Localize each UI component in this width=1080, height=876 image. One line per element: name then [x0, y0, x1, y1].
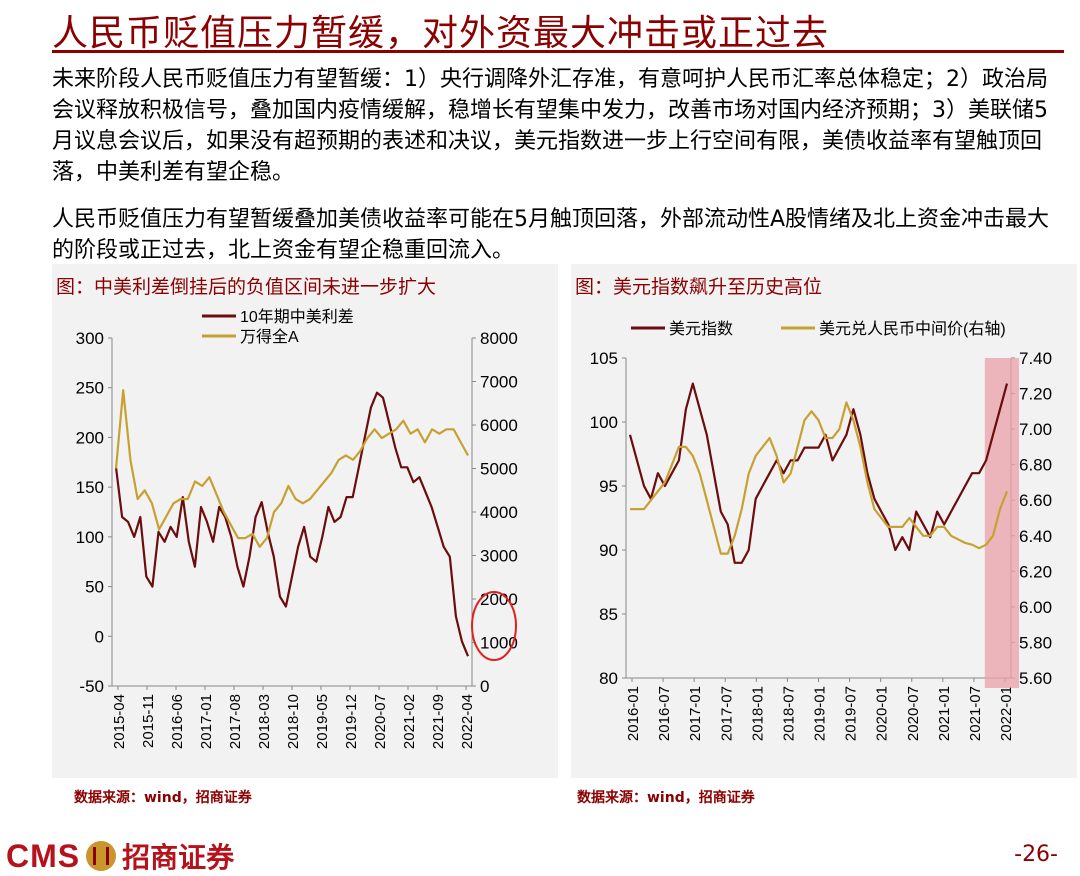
chart0-series-line-0 — [114, 391, 470, 657]
chart0-left-tick-label: -50 — [79, 677, 104, 696]
chart1-left-tick-label: 80 — [599, 669, 618, 688]
chart1-left-tick-label: 95 — [599, 477, 618, 496]
chart1-x-tick-label: 2022-01 — [998, 686, 1015, 741]
logo-chinese-name: 招商证券 — [122, 841, 235, 874]
chart1-x-tick-label: 2018-01 — [749, 686, 766, 741]
chart1-legend-label-1: 美元兑人民币中间价(右轴) — [819, 320, 1006, 338]
chart0-legend-label-0: 10年期中美利差 — [240, 308, 354, 326]
chart0-x-tick-label: 2020-07 — [372, 694, 389, 749]
chart1-x-tick-label: 2021-07 — [967, 686, 984, 741]
chart1-right-tick-label: 5.60 — [1019, 669, 1052, 688]
company-logo: CMS 招商证券 — [6, 837, 235, 875]
chart0-left-tick-label: 50 — [85, 578, 104, 597]
chart0-x-tick-label: 2018-10 — [285, 694, 302, 749]
chart0-x-tick-label: 2021-09 — [430, 694, 447, 749]
chart0-x-tick-label: 2018-03 — [256, 694, 273, 749]
chart1-x-tick-label: 2016-07 — [656, 686, 673, 741]
chart0-left-tick-label: 250 — [76, 379, 104, 398]
chart0-right-tick-label: 6000 — [480, 416, 518, 435]
page-title: 人民币贬值压力暂缓，对外资最大冲击或正过去 — [52, 13, 830, 54]
source-note-right: 数据来源：wind，招商证券 — [577, 790, 755, 806]
chart1-left-tick-label: 105 — [590, 349, 618, 368]
chart-left-title: 图：中美利差倒挂后的负值区间未进一步扩大 — [56, 276, 437, 298]
chart1-x-tick-label: 2017-01 — [687, 686, 704, 741]
chart0-right-tick-label: 7000 — [480, 373, 518, 392]
chart0-circle-annotation — [471, 591, 517, 661]
chart0-left-tick-label: 100 — [76, 528, 104, 547]
chart-right-title: 图：美元指数飙升至历史高位 — [575, 276, 823, 298]
chart0-x-tick-label: 2017-08 — [227, 694, 244, 749]
chart0-left-tick-label: 300 — [76, 329, 104, 348]
chart0-right-tick-label: 5000 — [480, 460, 518, 479]
chart1-right-tick-label: 6.80 — [1019, 456, 1052, 475]
chart0-right-tick-label: 1000 — [480, 634, 518, 653]
chart1-x-tick-label: 2020-01 — [874, 686, 891, 741]
chart1-right-tick-label: 6.60 — [1019, 491, 1052, 510]
logo-badge-icon — [86, 841, 117, 871]
chart1-x-tick-label: 2016-01 — [625, 686, 642, 741]
chart1-left-tick-label: 100 — [590, 413, 618, 432]
chart1-x-tick-label: 2018-07 — [780, 686, 797, 741]
chart1-right-tick-label: 6.00 — [1019, 598, 1052, 617]
chart1-right-tick-label: 7.40 — [1019, 349, 1052, 368]
chart0-x-tick-label: 2019-05 — [314, 694, 331, 749]
chart1-right-tick-label: 6.40 — [1019, 527, 1052, 546]
summary-paragraph-1: 未来阶段人民币贬值压力有望暂缓：1）央行调降外汇存准，有意呵护人民币汇率总体稳定… — [52, 67, 1048, 185]
chart1-x-tick-label: 2019-07 — [843, 686, 860, 741]
chart0-right-tick-label: 3000 — [480, 547, 518, 566]
chart0-x-tick-label: 2019-12 — [343, 694, 360, 749]
chart0-left-tick-label: 150 — [76, 478, 104, 497]
chart1-series-line-0 — [628, 382, 1009, 564]
chart0-left-tick-label: 0 — [95, 627, 104, 646]
source-note-left: 数据来源：wind，招商证券 — [74, 790, 252, 806]
chart1-x-tick-label: 2019-01 — [812, 686, 829, 741]
summary-paragraph-2: 人民币贬值压力有望暂缓叠加美债收益率可能在5月触顶回落，外部流动性A股情绪及北上… — [52, 207, 1050, 263]
chart-left-svg: 300 250 200 150 100 50 0 -50 8000 7000 6000 5000 400… — [76, 308, 518, 749]
chart0-x-tick-label: 2022-04 — [459, 694, 476, 749]
chart0-series-line-1 — [114, 389, 469, 548]
chart1-x-tick-label: 2017-07 — [718, 686, 735, 741]
chart0-legend-label-1: 万得全A — [240, 328, 299, 346]
chart1-right-tick-label: 6.20 — [1019, 562, 1052, 581]
chart0-x-tick-label: 2017-01 — [198, 694, 215, 749]
chart1-legend-label-0: 美元指数 — [669, 320, 733, 338]
chart0-right-tick-label: 4000 — [480, 503, 518, 522]
chart0-right-tick-label: 8000 — [480, 329, 518, 348]
chart1-right-tick-label: 7.20 — [1019, 385, 1052, 404]
chart1-right-tick-label: 7.00 — [1019, 420, 1052, 439]
chart1-right-tick-label: 5.80 — [1019, 633, 1052, 652]
chart-panel-left: 图：中美利差倒挂后的负值区间未进一步扩大 300 250 200 150 100 50 0 -… — [52, 264, 558, 778]
title-rule — [52, 50, 1064, 53]
chart1-x-tick-label: 2020-07 — [905, 686, 922, 741]
chart-right-svg: 105 100 95 90 85 80 7.40 7.20 7.00 6.80 6.60 6.40 6.… — [590, 320, 1052, 741]
chart0-right-tick-label: 0 — [480, 677, 489, 696]
chart0-x-tick-label: 2015-04 — [111, 694, 128, 749]
chart0-right-tick-label: 2000 — [480, 590, 518, 609]
chart0-x-tick-label: 2016-06 — [169, 694, 186, 749]
chart1-left-tick-label: 90 — [599, 541, 618, 560]
chart-panel-right: 图：美元指数飙升至历史高位 105 100 95 90 85 80 7.40 7.20 7.00… — [571, 264, 1077, 778]
chart1-x-tick-label: 2021-01 — [936, 686, 953, 741]
chart1-left-tick-label: 85 — [599, 605, 618, 624]
page-number: -26- — [1014, 842, 1058, 867]
logo-text: CMS — [6, 837, 81, 874]
chart0-x-tick-label: 2021-02 — [401, 694, 418, 749]
chart1-series-line-1 — [630, 401, 1009, 555]
chart1-highlight-band — [984, 358, 1019, 688]
chart0-x-tick-label: 2015-11 — [140, 694, 157, 748]
chart0-left-tick-label: 200 — [76, 428, 104, 447]
